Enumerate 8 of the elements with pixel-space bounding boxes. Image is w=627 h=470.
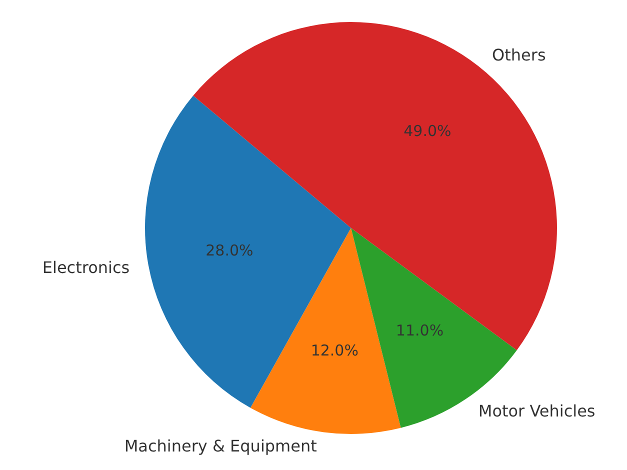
- slice-label: Machinery & Equipment: [124, 436, 317, 456]
- data-label: 11.0%: [396, 322, 444, 340]
- data-label: 49.0%: [404, 122, 452, 140]
- slice-label: Electronics: [42, 258, 130, 278]
- data-label: 28.0%: [206, 241, 254, 260]
- slice-label: Others: [492, 46, 546, 65]
- slice-label: Motor Vehicles: [478, 401, 596, 420]
- data-label: 12.0%: [310, 342, 358, 360]
